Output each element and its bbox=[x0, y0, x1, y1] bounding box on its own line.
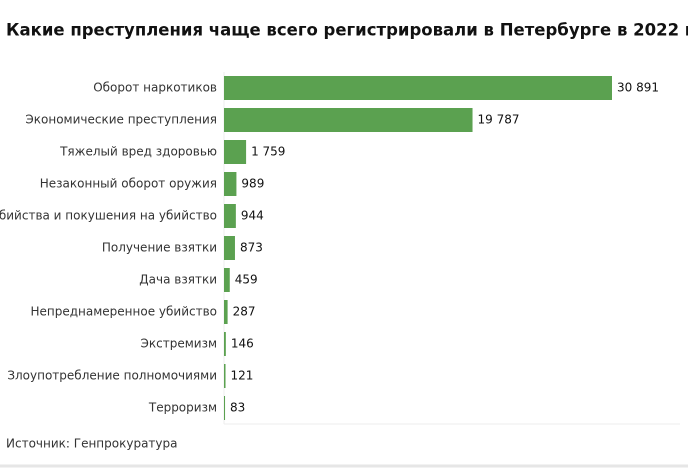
value-label: 19 787 bbox=[478, 113, 520, 127]
value-label: 873 bbox=[240, 241, 263, 255]
bar bbox=[224, 364, 226, 388]
category-label: Незаконный оборот оружия bbox=[40, 177, 217, 191]
bar bbox=[224, 108, 473, 132]
bar bbox=[224, 332, 226, 356]
bar bbox=[224, 236, 235, 260]
value-label: 287 bbox=[233, 305, 256, 319]
value-label: 944 bbox=[241, 209, 264, 223]
category-label: Тяжелый вред здоровью bbox=[59, 145, 217, 159]
category-label: Получение взятки bbox=[102, 241, 217, 255]
category-label: Убийства и покушения на убийство bbox=[0, 209, 217, 223]
value-label: 459 bbox=[235, 273, 258, 287]
value-label: 83 bbox=[230, 401, 245, 415]
category-label: Непреднамеренное убийство bbox=[30, 305, 217, 319]
bar bbox=[224, 172, 237, 196]
bar bbox=[224, 396, 226, 420]
category-label: Дача взятки bbox=[139, 273, 217, 287]
bar bbox=[224, 300, 228, 324]
category-label: Злоупотребление полномочиями bbox=[7, 369, 217, 383]
category-label: Экстремизм bbox=[141, 337, 218, 351]
bar bbox=[224, 140, 247, 164]
source: Источник: Генпрокуратура bbox=[6, 437, 177, 451]
value-label: 989 bbox=[241, 177, 264, 191]
chart-title: Какие преступления чаще всего регистриро… bbox=[6, 21, 688, 40]
category-label: Терроризм bbox=[148, 401, 217, 415]
value-label: 1 759 bbox=[251, 145, 285, 159]
value-label: 121 bbox=[231, 369, 254, 383]
bar bbox=[224, 76, 612, 100]
category-label: Оборот наркотиков bbox=[93, 81, 217, 95]
value-label: 146 bbox=[231, 337, 254, 351]
bar bbox=[224, 204, 236, 228]
category-label: Экономические преступления bbox=[25, 113, 217, 127]
bar bbox=[224, 268, 230, 292]
value-label: 30 891 bbox=[617, 81, 659, 95]
